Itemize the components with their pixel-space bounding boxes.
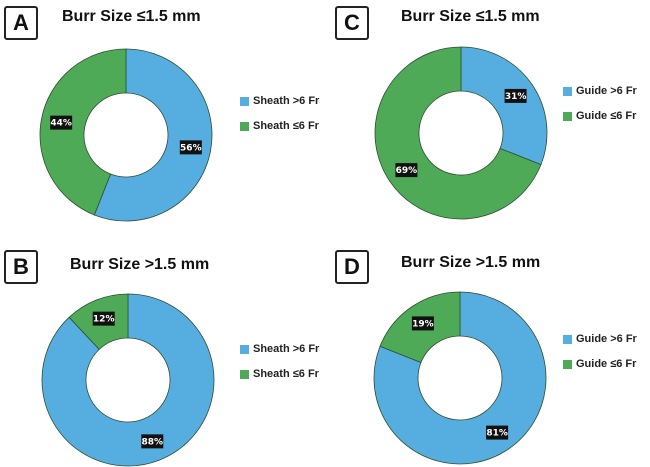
slice-label-b-0: 88% [141,434,164,449]
legend-label: Guide ≤6 Fr [576,110,637,122]
slice-label-a-1: 44% [50,115,73,130]
slice-label-background [141,434,164,449]
slice-label-text: 88% [142,437,164,447]
chart-panel-d: D Burr Size >1.5 mm 81% 19% Guide >6 Fr G… [325,234,650,467]
legend-swatch-green [240,121,249,131]
chart-panel-b: B Burr Size >1.5 mm 88% 12% Sheath >6 Fr … [0,234,325,467]
donut-chart-d: 81% 19% [373,291,547,465]
legend-swatch-green [563,359,572,369]
legend-item: Sheath >6 Fr [240,92,319,110]
donut-slice-c-blue [460,46,548,166]
slice-label-text: 56% [180,143,202,153]
slice-label-text: 69% [396,166,418,176]
slice-label-c-0: 31% [504,88,527,103]
legend-item: Guide ≤6 Fr [563,107,637,125]
legend-item: Sheath >6 Fr [240,340,319,358]
slice-label-background [486,425,509,440]
panel-letter-b: B [4,250,38,284]
legend-label: Sheath ≤6 Fr [253,120,319,132]
donut-chart-c: 31% 69% [374,46,548,220]
chart-panel-a: A Burr Size ≤1.5 mm 56% 44% Sheath >6 Fr … [0,0,325,233]
legend-item: Guide >6 Fr [563,82,637,100]
slice-label-a-0: 56% [179,140,202,155]
legend-label: Sheath ≤6 Fr [253,368,319,380]
slice-label-text: 44% [50,119,72,129]
donut-slice-a-blue [93,48,213,222]
donut-slice-d-blue [373,291,547,465]
slice-label-background [395,163,418,178]
legend-item: Sheath ≤6 Fr [240,117,319,135]
legend-b: Sheath >6 Fr Sheath ≤6 Fr [240,340,319,390]
chart-title-d: Burr Size >1.5 mm [401,254,541,271]
legend-swatch-blue [563,334,572,344]
chart-panel-c: C Burr Size ≤1.5 mm 31% 69% Guide >6 Fr G… [325,0,650,233]
legend-label: Guide >6 Fr [576,333,637,345]
donut-slice-a-green [39,48,127,216]
slice-label-d-0: 81% [486,425,509,440]
slice-label-b-1: 12% [92,311,115,326]
slice-label-text: 31% [505,92,527,102]
legend-item: Guide ≤6 Fr [563,355,637,373]
legend-swatch-green [563,111,572,121]
legend-label: Sheath >6 Fr [253,343,320,355]
legend-swatch-green [240,369,249,379]
donut-chart-a: 56% 44% [39,48,213,222]
slice-label-background [411,316,434,331]
legend-label: Guide >6 Fr [576,85,637,97]
slice-label-background [50,115,73,130]
chart-title-a: Burr Size ≤1.5 mm [62,8,201,25]
legend-swatch-blue [240,96,249,106]
legend-a: Sheath >6 Fr Sheath ≤6 Fr [240,92,319,142]
slice-label-text: 81% [486,429,508,439]
slice-label-background [504,88,527,103]
slice-label-background [179,140,202,155]
slice-label-d-1: 19% [411,316,434,331]
slice-label-text: 12% [93,315,115,325]
donut-chart-b: 88% 12% [41,293,215,467]
legend-item: Guide >6 Fr [563,330,637,348]
legend-label: Guide ≤6 Fr [576,358,637,370]
donut-slice-b-blue [41,293,215,467]
panel-letter-d: D [335,250,369,284]
legend-label: Sheath >6 Fr [253,95,320,107]
slice-label-text: 19% [412,319,434,329]
legend-c: Guide >6 Fr Guide ≤6 Fr [563,82,637,132]
slice-label-background [92,311,115,326]
chart-title-b: Burr Size >1.5 mm [70,256,210,273]
legend-swatch-blue [240,344,249,354]
legend-swatch-blue [563,86,572,96]
chart-title-c: Burr Size ≤1.5 mm [401,8,540,25]
slice-label-c-1: 69% [395,163,418,178]
legend-item: Sheath ≤6 Fr [240,365,319,383]
panel-letter-a: A [4,6,38,40]
legend-d: Guide >6 Fr Guide ≤6 Fr [563,330,637,380]
panel-letter-c: C [335,6,369,40]
